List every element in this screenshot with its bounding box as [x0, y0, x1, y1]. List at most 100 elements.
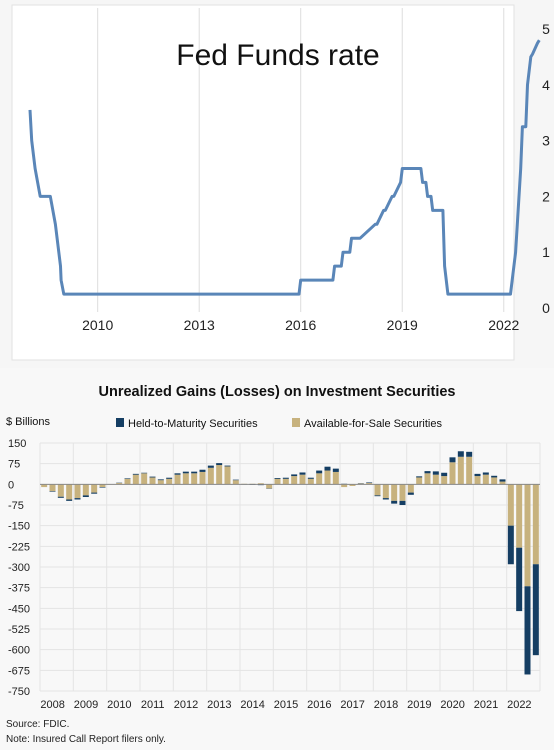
bar-afs-2022Q2 [516, 484, 523, 548]
vertical-gridlines [97, 8, 505, 312]
bar-afs-2016Q4 [332, 471, 339, 485]
fed-funds-rate-line [28, 39, 541, 296]
y-tick-0: 0 [542, 300, 550, 316]
bar-htm-2011Q3 [157, 479, 164, 481]
bar-htm-2016Q1 [307, 477, 314, 479]
y-tick--225: -225 [8, 541, 30, 553]
bar-htm-2022Q3 [524, 586, 531, 675]
bar-htm-2011Q1 [141, 472, 148, 474]
legend-label-afs: Available-for-Sale Securities [304, 418, 442, 430]
bar-htm-2012Q4 [199, 469, 206, 472]
bar-htm-2022Q1 [507, 525, 514, 565]
bar-htm-2011Q2 [149, 476, 156, 478]
bar-afs-2014Q3 [257, 483, 264, 485]
bar-afs-2015Q4 [299, 474, 306, 485]
bar-afs-2019Q1 [407, 484, 414, 493]
unrealized-gains-chart: Unrealized Gains (Losses) on Investment … [6, 384, 541, 708]
bar-htm-2020Q4 [466, 451, 473, 457]
bar-afs-2012Q2 [182, 473, 189, 485]
bar-htm-2021Q4 [499, 479, 506, 482]
bar-afs-2010Q2 [116, 482, 123, 485]
bar-afs-2018Q1 [374, 484, 381, 496]
bar-afs-2017Q2 [349, 484, 356, 486]
bar-afs-2011Q3 [157, 480, 164, 485]
bar-htm-2016Q2 [316, 470, 323, 474]
bar-afs-2016Q2 [316, 473, 323, 485]
x-tick-2008: 2008 [40, 699, 64, 708]
y-tick--525: -525 [8, 624, 30, 636]
bar-afs-2021Q1 [474, 476, 481, 485]
bar-htm-2015Q3 [291, 474, 298, 477]
bar-afs-2013Q2 [216, 465, 223, 485]
chart-title: Unrealized Gains (Losses) on Investment … [99, 384, 456, 400]
bar-afs-2019Q2 [416, 477, 423, 485]
bar-htm-2013Q4 [232, 479, 239, 481]
legend-swatch-htm [116, 418, 124, 427]
bar-htm-2015Q2 [282, 477, 289, 479]
y-tick-4: 4 [542, 77, 550, 93]
plot-frame [11, 4, 515, 361]
bar-afs-2017Q4 [366, 482, 373, 485]
y-axis-label: $ Billions [6, 416, 51, 428]
y-tick-0: 0 [8, 479, 14, 491]
x-tick-labels: 2010 2013 2016 2019 2022 [82, 317, 519, 333]
x-tick-2013: 2013 [184, 317, 215, 333]
x-tick-2019: 2019 [387, 317, 418, 333]
bar-afs-2016Q3 [324, 470, 331, 485]
y-tick-3: 3 [542, 133, 550, 149]
bar-htm-2013Q2 [216, 463, 223, 466]
x-tick-2015: 2015 [274, 699, 298, 708]
y-tick-75: 75 [8, 459, 20, 471]
bar-htm-2021Q2 [482, 472, 489, 475]
y-tick-labels: 0 1 2 3 4 5 [542, 21, 550, 316]
bar-afs-2019Q3 [424, 473, 431, 485]
bar-afs-2013Q4 [232, 480, 239, 485]
y-tick--300: -300 [8, 562, 30, 574]
bar-htm-2011Q4 [166, 477, 173, 479]
bar-afs-2008Q4 [66, 484, 73, 500]
bar-htm-2020Q3 [457, 451, 464, 457]
x-tick-2009: 2009 [74, 699, 98, 708]
bar-htm-2009Q2 [82, 495, 89, 498]
bar-htm-2021Q3 [491, 475, 498, 478]
unrealized-gains-panel: Unrealized Gains (Losses) on Investment … [0, 368, 554, 750]
y-tick--675: -675 [8, 665, 30, 677]
bar-htm-2022Q2 [516, 547, 523, 612]
bar-afs-2020Q2 [449, 462, 456, 485]
bar-htm-2008Q2 [49, 491, 56, 492]
bar-htm-2016Q4 [332, 468, 339, 472]
bar-afs-2009Q2 [82, 484, 89, 496]
bar-afs-2020Q1 [441, 476, 448, 485]
bar-htm-2022Q4 [532, 564, 539, 656]
bar-afs-2020Q3 [457, 456, 464, 485]
bar-afs-2021Q2 [482, 474, 489, 485]
x-tick-2011: 2011 [141, 699, 165, 708]
bar-afs-2018Q3 [391, 484, 398, 501]
bar-afs-2014Q4 [266, 484, 273, 489]
bar-afs-2008Q3 [57, 484, 64, 497]
y-tick--75: -75 [8, 500, 24, 512]
bar-htm-2018Q4 [399, 500, 406, 505]
bar-htm-2012Q2 [182, 471, 189, 474]
bar-afs-2022Q3 [524, 484, 531, 587]
bar-htm-2020Q2 [449, 457, 456, 463]
bar-afs-2015Q3 [291, 476, 298, 485]
bar-htm-2015Q1 [274, 478, 281, 479]
bar-htm-2018Q3 [391, 500, 398, 504]
x-tick-2021: 2021 [474, 699, 498, 708]
bar-htm-2013Q3 [224, 465, 231, 467]
bar-htm-2019Q2 [416, 476, 423, 478]
bar-afs-2013Q3 [224, 466, 231, 485]
bar-htm-2009Q3 [91, 492, 98, 494]
x-tick-2017: 2017 [340, 699, 364, 708]
bar-afs-2009Q3 [91, 484, 98, 493]
x-tick-2016: 2016 [285, 317, 316, 333]
bar-afs-2008Q2 [49, 484, 56, 492]
bar-htm-2009Q1 [74, 498, 81, 500]
bar-afs-2009Q4 [99, 484, 106, 488]
x-tick-2012: 2012 [174, 699, 198, 708]
bar-afs-2011Q1 [141, 473, 148, 485]
chart-title: Fed Funds rate [176, 39, 379, 72]
y-tick-5: 5 [542, 21, 550, 37]
legend-label-htm: Held-to-Maturity Securities [128, 418, 258, 430]
